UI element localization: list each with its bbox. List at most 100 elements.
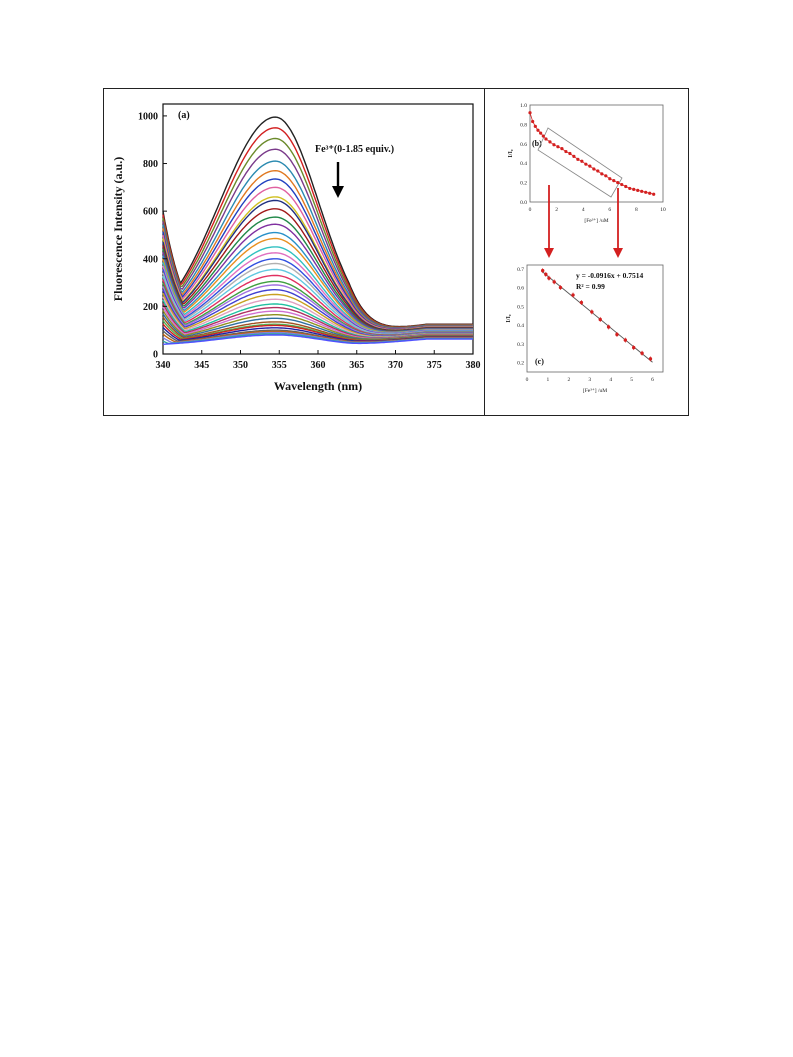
panel-b-point	[556, 145, 560, 149]
panel-b-point	[533, 124, 537, 128]
panel-b-point	[560, 147, 564, 151]
panel-b-point	[608, 177, 612, 181]
panel-b-point	[600, 172, 604, 176]
panel-b-xtick-label: 10	[660, 207, 666, 213]
panel-b-ytick-label: 0.0	[520, 200, 527, 206]
panel-c-xtick-label: 0	[526, 377, 529, 383]
panel-b-ytick-label: 0.6	[520, 142, 527, 148]
panel-c-xtick-label: 5	[630, 377, 633, 383]
panel-c-xtick-label: 3	[588, 377, 591, 383]
panel-a-xtick-label: 340	[156, 360, 171, 371]
panel-c-point	[640, 351, 644, 355]
panel-a-xtick-label: 380	[466, 360, 481, 371]
down-arrow-icon	[332, 186, 344, 198]
panel-b-point	[580, 159, 584, 163]
panel-b-y-axis-label: I/I₀	[508, 149, 514, 157]
panel-a-ytick-label: 400	[143, 254, 158, 265]
panel-b-point	[648, 191, 652, 195]
arrow-down-icon	[613, 248, 623, 258]
panel-b-xtick-label: 2	[555, 207, 558, 213]
panel-c-point	[623, 338, 628, 342]
panel-b-point	[528, 111, 532, 115]
panel-c-point	[571, 293, 575, 297]
panel-b-point	[539, 131, 543, 135]
panel-b-point	[544, 137, 548, 141]
panel-b-point	[652, 192, 656, 196]
panel-b-ytick-label: 0.2	[520, 181, 527, 187]
panel-c-point	[558, 285, 563, 290]
panel-b-point	[632, 187, 636, 191]
panel-b-xtick-label: 8	[635, 207, 638, 213]
panel-c-label: (c)	[535, 357, 544, 366]
arrow-down-icon	[544, 248, 554, 258]
panel-b-xtick-label: 0	[529, 207, 532, 213]
panel-b-point	[596, 169, 600, 173]
panel-c-point	[579, 300, 584, 305]
panel-c-point	[632, 345, 636, 350]
panel-a-ytick-label: 0	[153, 350, 158, 361]
panel-b-point	[576, 157, 580, 161]
panel-b-point	[640, 189, 644, 193]
panel-b-point	[564, 149, 568, 154]
panel-c-group: 0 1 2 3 4 5 6 0.2 0.3 0.4 0.5 0.6 0.7 [Fe³⁺] /uM I/I₀ (…	[506, 264, 664, 394]
panel-c-ytick-label: 0.4	[517, 323, 524, 329]
panel-a-ytick-label: 200	[143, 302, 158, 313]
panel-a-xtick-label: 350	[233, 360, 248, 371]
panel-b-point	[628, 186, 632, 191]
panel-c-ytick-label: 0.3	[517, 342, 524, 348]
panel-b-point	[531, 119, 535, 124]
panel-a-x-axis-label: Wavelength (nm)	[274, 379, 362, 393]
panel-c-ytick-label: 0.7	[517, 267, 524, 273]
panel-b-ytick-label: 1.0	[520, 103, 527, 109]
panel-a-xtick-label: 370	[388, 360, 403, 371]
panel-b-plot-border	[529, 104, 664, 203]
panel-b-point	[644, 190, 648, 194]
panel-c-xtick-label: 1	[547, 377, 550, 383]
panel-a-group: 340 345 350 355 360 365 370 375 380 0 200 400 600 800…	[111, 103, 481, 393]
panel-c-xtick-label: 4	[609, 377, 612, 383]
panel-b-point	[612, 179, 616, 183]
panel-b-point	[604, 174, 608, 178]
panel-b-point	[536, 128, 540, 132]
figure-frame	[103, 88, 689, 416]
panel-b-xtick-label: 6	[608, 207, 611, 213]
panel-b-point	[548, 140, 552, 144]
panel-c-point	[547, 276, 551, 280]
panel-a-xtick-label: 365	[349, 360, 364, 371]
panel-c-point	[615, 332, 619, 337]
panel-b-point	[541, 134, 545, 138]
panel-c-point	[606, 325, 611, 329]
panel-a-y-axis-label: Fluorescence Intensity (a.u.)	[111, 157, 125, 301]
panel-b-ytick-label: 0.4	[520, 161, 527, 167]
panel-divider	[484, 89, 485, 415]
panel-c-ytick-label: 0.2	[517, 361, 524, 367]
panel-b-ytick-label: 0.8	[520, 122, 527, 128]
panel-c-point	[598, 317, 602, 322]
panel-a-ytick-label: 600	[143, 207, 158, 218]
panel-c-xtick-label: 2	[567, 377, 570, 383]
panel-b-point	[624, 184, 628, 189]
panel-a-xtick-label: 375	[427, 360, 442, 371]
panel-c-r-squared: R² = 0.99	[576, 282, 605, 291]
panel-b-x-axis-label: [Fe³⁺] /uM	[584, 217, 608, 224]
panel-b-point	[572, 154, 576, 159]
panel-a-xtick-label: 355	[272, 360, 287, 371]
panel-a-xtick-label: 360	[311, 360, 326, 371]
panel-c-ytick-label: 0.6	[517, 286, 524, 292]
panel-c-point	[544, 272, 548, 277]
panel-b-selection-box	[537, 127, 623, 198]
panel-b-point	[568, 151, 572, 156]
panel-b-point	[552, 143, 556, 147]
panel-c-point	[552, 280, 556, 284]
panel-b-point	[620, 182, 624, 187]
panel-b-label: (b)	[532, 139, 542, 148]
panel-b-point	[616, 181, 620, 185]
panel-c-y-axis-label: I/I₀	[506, 314, 512, 322]
panel-b-point	[636, 188, 640, 192]
panel-b-xtick-label: 4	[582, 207, 585, 213]
panel-c-point	[648, 357, 653, 361]
panel-c-plot-border	[526, 264, 664, 373]
panel-a-annotation: Fe³⁺(0-1.85 equiv.)	[315, 144, 394, 155]
panel-a-ytick-label: 1000	[138, 111, 158, 122]
